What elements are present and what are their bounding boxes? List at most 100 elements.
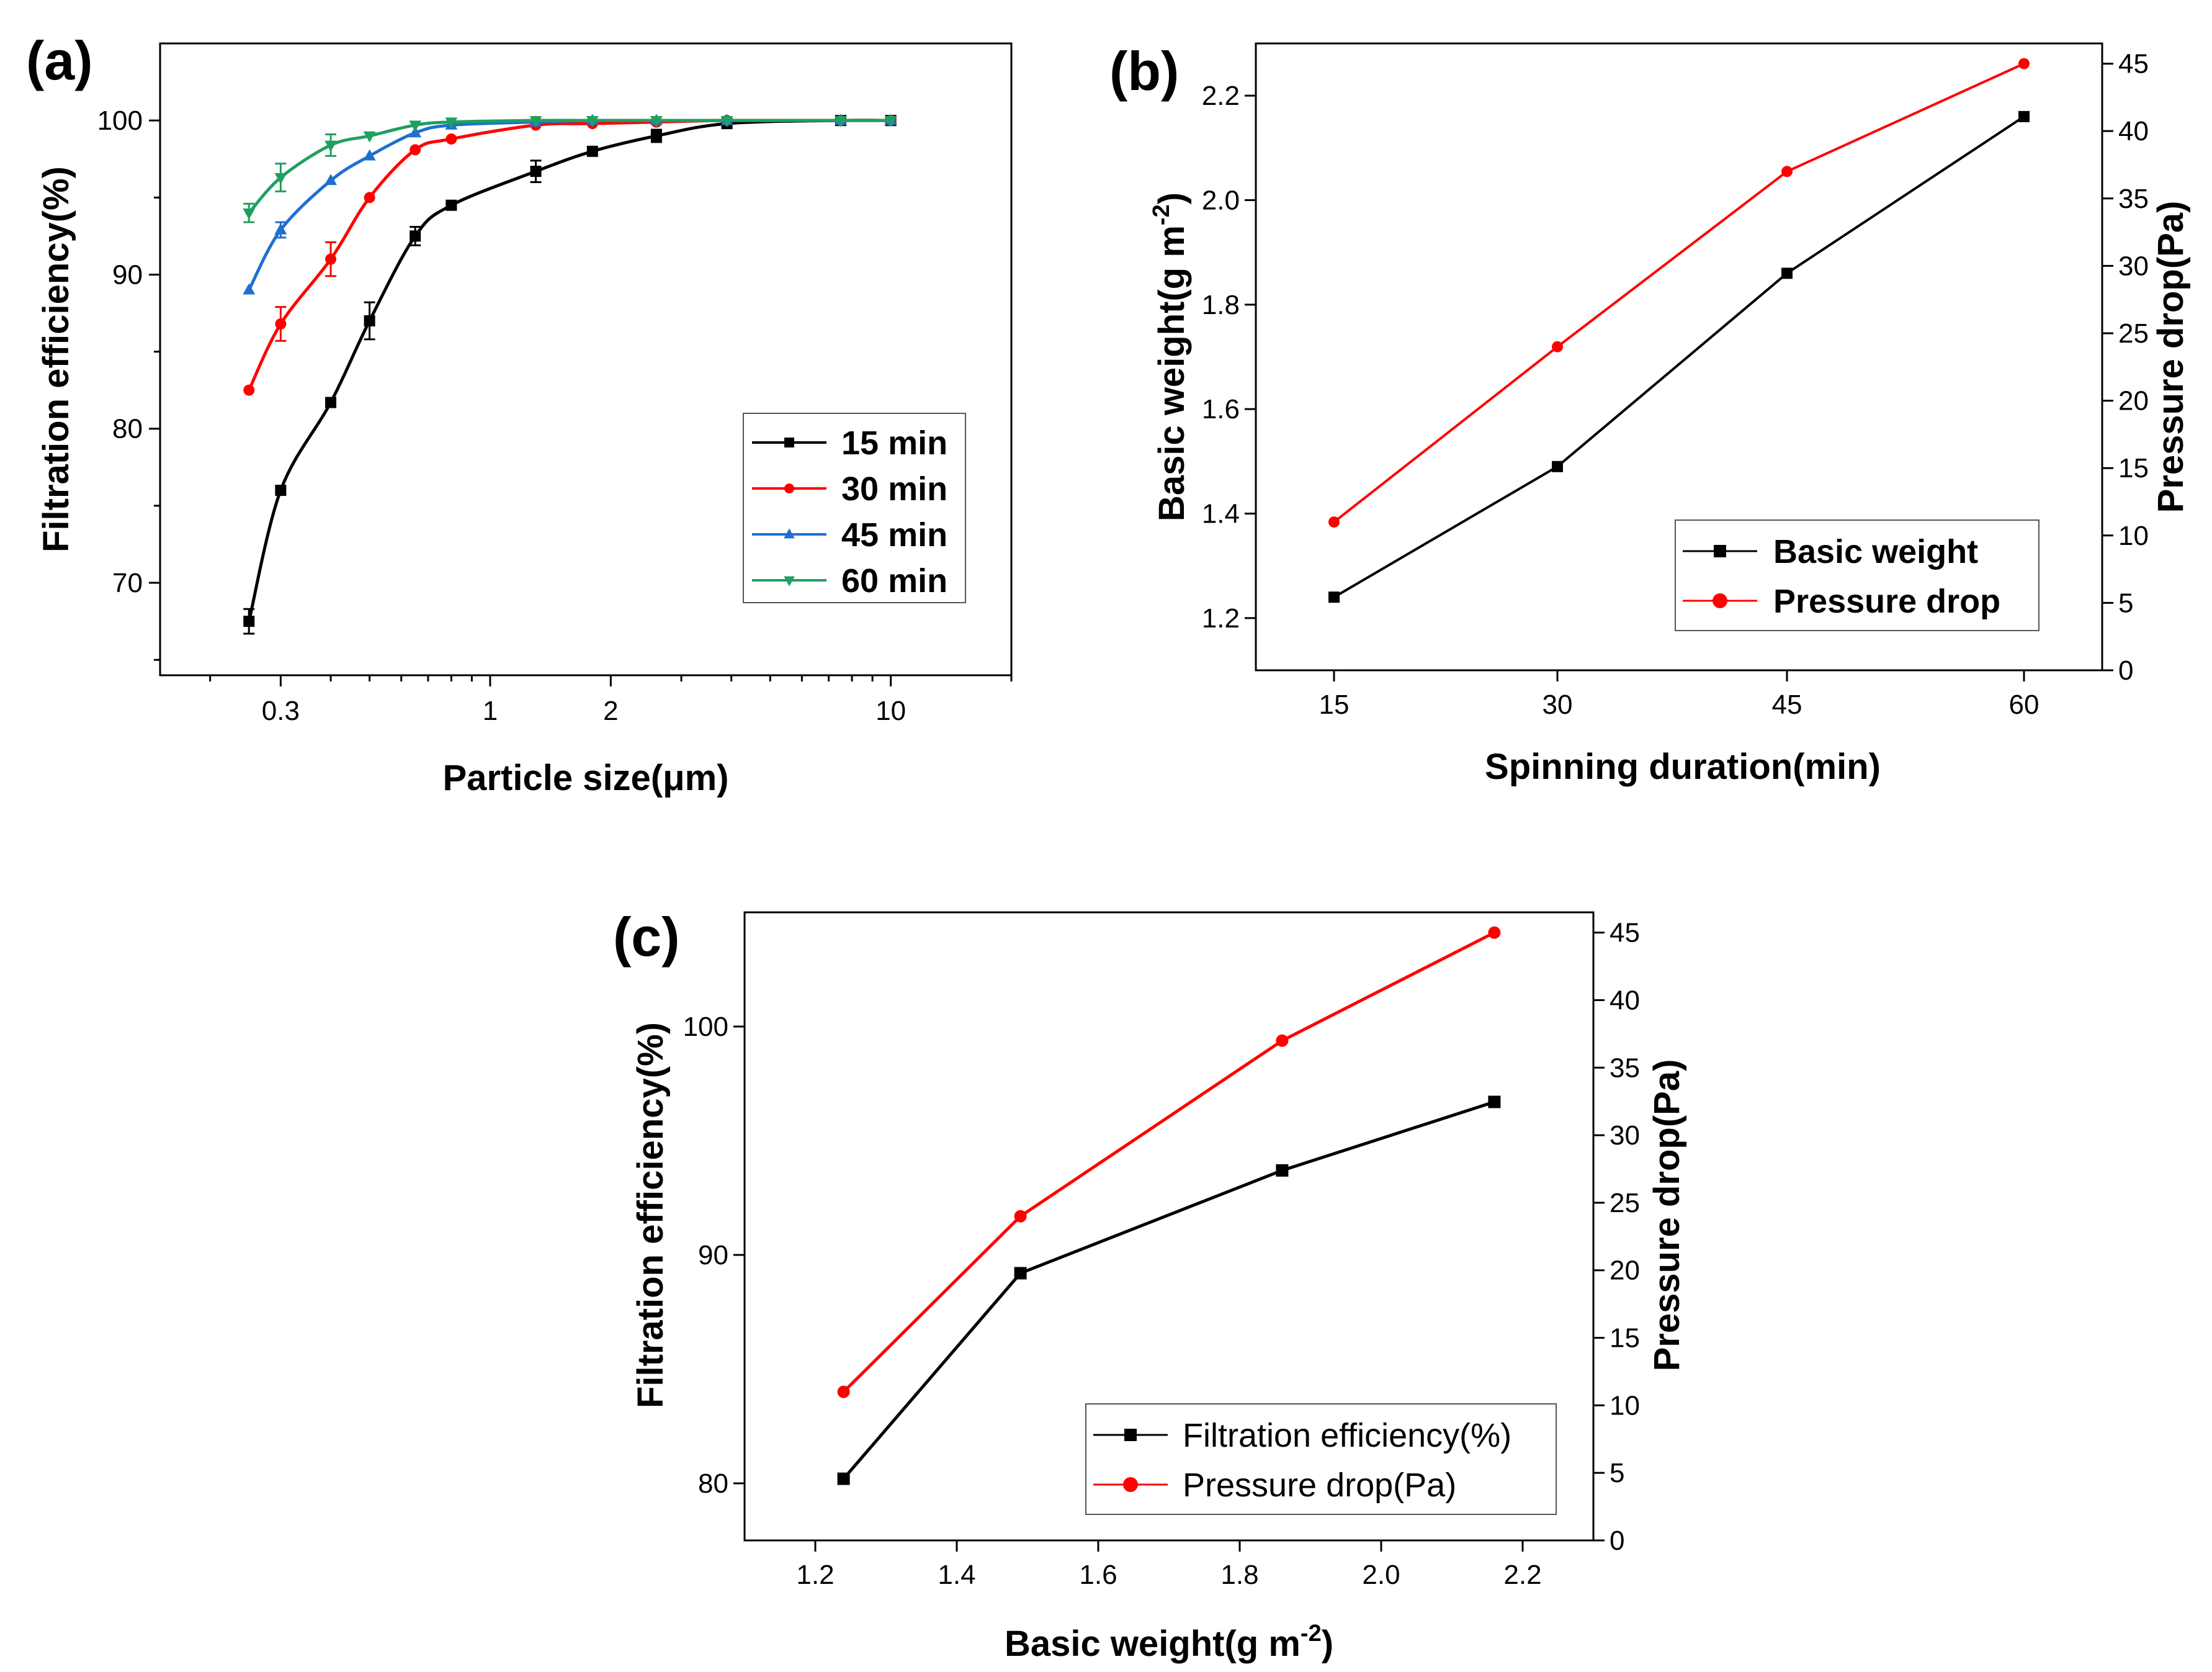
panel-c-y-tick-label-left: 100 <box>683 1012 728 1042</box>
panel-b-point-Pressure-drop <box>1552 341 1563 353</box>
panel-a-point-15-min <box>364 315 375 326</box>
panel-b-x-tick-label: 60 <box>2009 690 2040 720</box>
panel-c-legend-marker <box>1124 1429 1137 1441</box>
panel-a-point-30-min <box>243 384 255 396</box>
panel-b-ylabel-right: Pressure drop(Pa) <box>2151 201 2191 513</box>
panel-c-x-tick-label: 1.6 <box>1079 1560 1117 1590</box>
panel-a-point-30-min <box>364 192 375 204</box>
panel-b-legend-label: Basic weight <box>1773 533 1978 570</box>
panel-a-point-60-min <box>409 120 422 132</box>
panel-b-legend: Basic weight Pressure drop <box>1675 519 2040 631</box>
panel-c-x-tick-label: 2.0 <box>1362 1560 1400 1590</box>
panel-a-point-60-min <box>243 208 256 220</box>
panel-c-y-ticks-left: 80 90 100 <box>683 1012 745 1499</box>
panel-b-y-tick-label-right: 30 <box>2118 251 2149 281</box>
panel-c: (c) 1.2 1.4 1.6 1.8 2.0 2.2 80 90 100 0 5 10 15 20 2… <box>613 906 1687 1664</box>
panel-a-legend: 15 min 30 min 45 min 60 min <box>743 413 966 603</box>
panel-a-line-60-min <box>248 119 891 214</box>
panel-c-y-tick-label-right: 5 <box>1610 1458 1624 1488</box>
panel-a-point-60-min <box>445 117 458 129</box>
panel-b-point-Basic-weight <box>2018 110 2030 122</box>
panel-a-legend-marker <box>784 576 795 587</box>
panel-a-y-ticks: 70 80 90 100 <box>97 106 160 661</box>
panel-a-point-30-min <box>410 144 421 156</box>
panel-a-point-30-min <box>275 318 287 330</box>
panel-a-legend-label: 60 min <box>841 562 947 600</box>
panel-b-y-tick-label-right: 20 <box>2118 386 2149 416</box>
panel-a-point-15-min <box>243 616 255 627</box>
panel-c-x-ticks: 1.2 1.4 1.6 1.8 2.0 2.2 <box>796 1540 1542 1590</box>
panel-b-ylabel-left: Basic weight(g m-2) <box>1149 192 1192 521</box>
panel-a-point-15-min <box>325 397 337 408</box>
panel-c-y-tick-label-right: 25 <box>1610 1188 1640 1218</box>
panel-b-y-tick-label-left: 2.0 <box>1202 186 1240 216</box>
panel-b-y-tick-label-left: 1.6 <box>1202 394 1240 425</box>
panel-c-label: (c) <box>613 906 680 968</box>
panel-b-ylabel-left-close: ) <box>1152 192 1192 204</box>
panel-b-point-Basic-weight <box>1552 461 1563 472</box>
panel-c-legend-marker <box>1123 1477 1138 1492</box>
panel-a-legend-marker <box>784 438 794 447</box>
panel-c-point-1 <box>1014 1210 1027 1223</box>
panel-a-point-60-min <box>650 115 663 127</box>
panel-c-frame <box>743 911 1595 1542</box>
panel-b-y-tick-label-right: 10 <box>2118 521 2149 551</box>
panel-b-y-tick-label-left: 1.8 <box>1202 290 1240 320</box>
panel-c-y-tick-label-left: 90 <box>698 1240 728 1270</box>
panel-c-y-tick-label-right: 35 <box>1610 1053 1640 1083</box>
panel-c-x-tick-label: 2.2 <box>1503 1560 1541 1590</box>
panel-b-y-tick-label-right: 25 <box>2118 318 2149 349</box>
panel-b-legend-marker <box>1714 545 1726 557</box>
panel-b-y-tick-label-left: 1.2 <box>1202 603 1240 634</box>
panel-c-point-0 <box>1276 1164 1289 1177</box>
panel-a-series <box>243 114 897 635</box>
panel-a-x-tick-label: 2 <box>603 696 618 726</box>
panel-a-point-45-min <box>325 174 337 186</box>
panel-b-y-ticks-left: 1.2 1.4 1.6 1.8 2.0 2.2 <box>1202 81 1256 634</box>
panel-b-y-tick-label-left: 2.2 <box>1202 81 1240 111</box>
panel-a-legend-label: 45 min <box>841 516 947 554</box>
panel-c-xlabel-sup: -2 <box>1301 1620 1322 1647</box>
panel-a-point-15-min <box>586 145 598 157</box>
panel-b-x-tick-label: 15 <box>1319 690 1350 720</box>
panel-b-ylabel-left-sup: -2 <box>1149 204 1175 225</box>
panel-b-y-tick-label-right: 5 <box>2118 588 2133 618</box>
panel-a-line-30-min <box>247 119 891 391</box>
panel-a-point-30-min <box>325 253 337 265</box>
panel-b-xlabel: Spinning duration(min) <box>1485 747 1881 787</box>
panel-a-point-45-min <box>363 149 376 161</box>
panel-c-y-tick-label-right: 30 <box>1610 1120 1640 1151</box>
panel-b-legend-marker <box>1713 593 1727 608</box>
panel-c-x-tick-label: 1.4 <box>938 1560 975 1590</box>
panel-b-x-tick-label: 45 <box>1772 690 1802 720</box>
panel-b-line-Pressure-drop <box>1333 62 2025 523</box>
panel-c-legend-label: Pressure drop(Pa) <box>1183 1467 1456 1504</box>
panel-a-point-15-min <box>275 485 287 497</box>
panel-c-legend-box <box>1085 1403 1557 1515</box>
panel-a-legend-marker <box>784 528 795 539</box>
panel-a-x-tick-label: 0.3 <box>262 696 300 726</box>
panel-c-series <box>837 926 1501 1485</box>
panel-c-point-1 <box>1488 926 1501 939</box>
panel-a-x-ticks: 0.3 1 2 10 <box>209 675 1013 726</box>
panel-a-point-60-min <box>529 115 542 127</box>
panel-a-y-tick-label: 100 <box>97 106 143 136</box>
panel-a-point-15-min <box>446 199 457 211</box>
panel-a-y-tick-label: 80 <box>112 414 143 444</box>
panel-b-x-ticks: 15 30 45 60 <box>1319 670 2040 720</box>
panel-b-y-tick-label-right: 35 <box>2118 184 2149 214</box>
panel-c-x-tick-label: 1.2 <box>796 1560 834 1590</box>
panel-a-point-15-min <box>410 230 421 242</box>
panel-a-legend-label: 30 min <box>841 470 947 508</box>
panel-a-y-tick-label: 70 <box>112 568 143 598</box>
panel-c-point-1 <box>1276 1034 1289 1047</box>
panel-c-point-1 <box>837 1385 850 1398</box>
panel-a-label: (a) <box>26 30 93 91</box>
panel-b-y-tick-label-right: 45 <box>2118 49 2149 79</box>
panel-b-legend-box <box>1675 519 2040 631</box>
panel-b-label: (b) <box>1109 40 1179 102</box>
panel-b-y-tick-label-right: 40 <box>2118 116 2149 146</box>
panel-a-point-15-min <box>530 166 542 178</box>
panel-b-point-Basic-weight <box>1328 591 1340 603</box>
